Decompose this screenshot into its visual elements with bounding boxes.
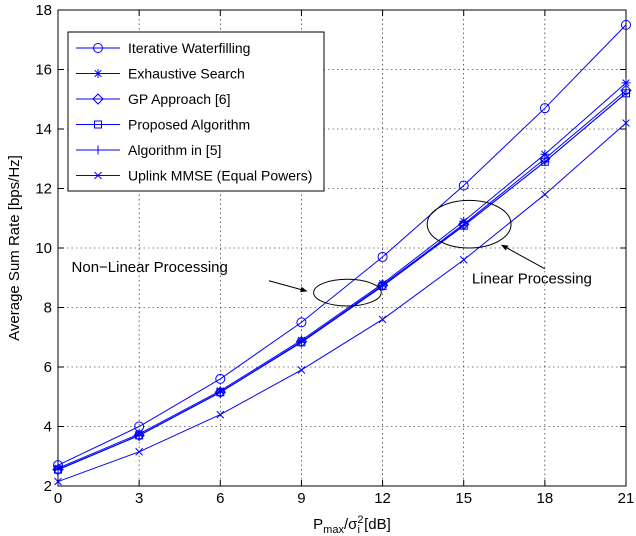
legend-label: Iterative Waterfilling (128, 40, 250, 56)
legend-label: Exhaustive Search (128, 66, 245, 82)
x-tick-label: 6 (216, 490, 224, 507)
data-point (215, 387, 225, 397)
legend-marker (94, 120, 102, 129)
legend-marker (92, 93, 104, 105)
legend-label: Algorithm in [5] (128, 142, 221, 158)
y-tick-label: 2 (44, 478, 52, 495)
y-tick-label: 8 (44, 300, 52, 317)
legend-entry: Proposed Algorithm (76, 117, 250, 133)
series-algorithm-in-5 (53, 88, 631, 475)
legend: Iterative Waterfilling Exhaustive Search G… (67, 31, 325, 192)
annotation-ellipse (426, 199, 512, 249)
x-axis-label: Pmax/σ2 i [dB] (313, 514, 391, 536)
data-point (54, 477, 62, 486)
data-point (377, 251, 388, 262)
data-point (621, 78, 631, 88)
data-point (215, 373, 226, 384)
legend-marker (94, 171, 102, 180)
series-line (57, 122, 627, 483)
series-line (57, 82, 627, 469)
data-point (459, 221, 469, 231)
data-point (296, 337, 306, 347)
annotation-arrow (268, 280, 308, 293)
x-tick-label: 0 (54, 490, 62, 507)
series-group (52, 19, 632, 486)
x-tick-label: 9 (297, 490, 305, 507)
annotation-linear: Linear Processing (426, 199, 592, 288)
annotation-arrow (500, 244, 546, 270)
data-point (296, 317, 307, 328)
legend-entry: Iterative Waterfilling (76, 40, 250, 56)
data-point (622, 119, 630, 127)
legend-entry: GP Approach [6] (76, 91, 230, 107)
annotation-ellipse (313, 278, 382, 307)
legend-entry: Exhaustive Search (76, 66, 245, 82)
legend-entry: Algorithm in [5] (76, 142, 221, 158)
legend-label: Proposed Algorithm (128, 117, 250, 133)
legend-entry: Uplink MMSE (Equal Powers) (76, 168, 312, 184)
y-tick-label: 6 (44, 359, 52, 376)
x-tick-label: 3 (135, 490, 143, 507)
y-tick-label: 12 (35, 181, 52, 198)
x-tick-label: 15 (455, 490, 472, 507)
series-line (57, 92, 627, 471)
y-tick-label: 14 (35, 121, 52, 138)
data-point (378, 315, 387, 324)
data-point (297, 366, 306, 374)
y-axis-label: Average Sum Rate [bps/Hz] (6, 155, 23, 341)
data-point (540, 157, 550, 167)
legend-box (67, 31, 325, 192)
data-point (134, 430, 144, 440)
annotation-text: Linear Processing (472, 271, 592, 288)
y-tick-label: 16 (35, 62, 52, 79)
data-point (621, 88, 631, 98)
data-point (53, 465, 63, 475)
legend-marker (93, 145, 103, 155)
y-tick-label: 4 (44, 419, 52, 436)
data-point (459, 256, 468, 264)
series-uplink-mmse-equal-powers (54, 119, 630, 486)
series-line (57, 24, 627, 466)
data-point (216, 410, 225, 419)
legend-marker (93, 43, 103, 53)
x-tick-label: 18 (537, 490, 554, 507)
legend-label: GP Approach [6] (128, 91, 230, 107)
x-tick-label: 12 (374, 490, 391, 507)
annotations: Non−Linear Processing Linear Processing (72, 199, 592, 307)
y-tick-label: 10 (35, 240, 52, 257)
x-tick-label: 21 (618, 490, 635, 507)
data-point (378, 281, 388, 291)
annotation-text: Non−Linear Processing (72, 259, 228, 276)
data-point (135, 447, 143, 456)
annotation-nonlinear: Non−Linear Processing (72, 259, 382, 307)
legend-label: Uplink MMSE (Equal Powers) (128, 168, 312, 184)
legend-marker (93, 69, 103, 78)
data-point (539, 103, 550, 114)
data-point (458, 180, 469, 191)
data-point (541, 190, 549, 199)
y-tick-label: 18 (35, 2, 52, 19)
data-point (621, 19, 631, 30)
